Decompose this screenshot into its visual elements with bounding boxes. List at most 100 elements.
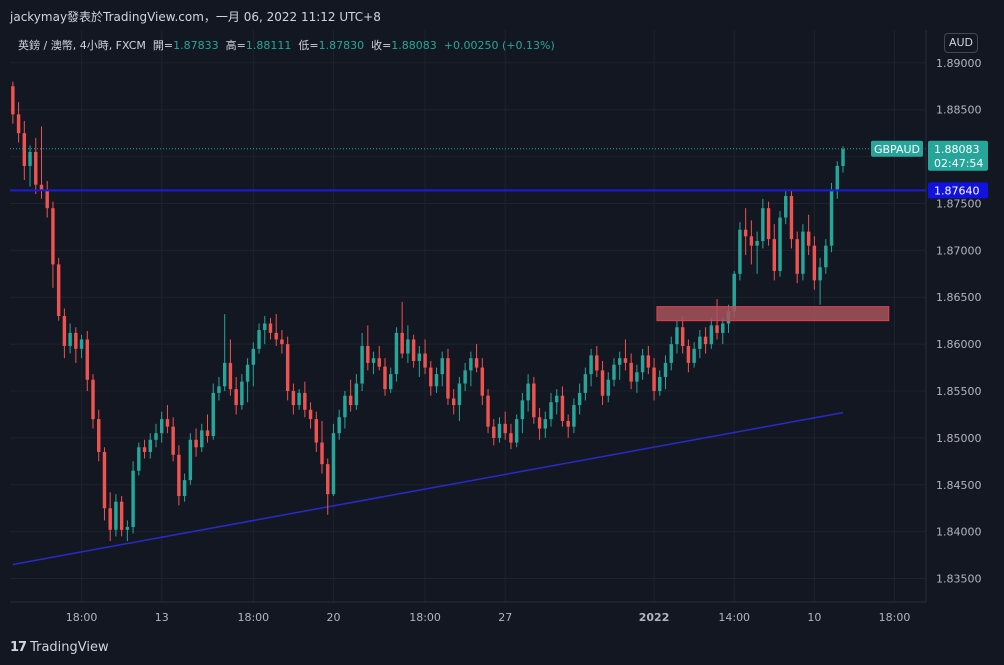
candle-body [165, 419, 170, 427]
candles [11, 81, 845, 542]
tradingview-brand[interactable]: 17 TradingView [10, 640, 109, 655]
high-label: 高= [225, 39, 246, 52]
candle-body [360, 346, 364, 384]
candle-body [835, 165, 839, 190]
candle-body [79, 339, 84, 349]
time-axis[interactable]: 18:00 13 18:00 20 18:00 27 2022 14:00 10 18:00 [10, 601, 926, 624]
tradingview-logo-icon: 17 [10, 640, 27, 655]
candle-body [440, 358, 444, 375]
support-zone [656, 306, 890, 322]
low-value: 1.87830 [318, 39, 365, 52]
candle-body [572, 405, 576, 427]
candle-body [11, 86, 15, 115]
open-value: 1.87833 [173, 39, 219, 52]
candle-body [320, 442, 324, 465]
candle-body [675, 327, 679, 345]
candle-body [635, 372, 639, 382]
candle-body [102, 451, 107, 509]
candle-body [274, 332, 278, 340]
x-tick-label: 18:00 [237, 611, 269, 624]
candle-body [732, 273, 736, 312]
candle-body [652, 367, 656, 392]
candle-body [474, 358, 479, 368]
candle-body [68, 332, 72, 347]
candlestick-chart[interactable]: GBPAUD 1.890001.885001.880001.875001.870… [0, 0, 1004, 636]
candle-body [480, 367, 485, 396]
currency-button[interactable]: AUD [944, 33, 978, 53]
current-price-badge [928, 140, 988, 171]
resistance-price-label: 1.87640 [934, 184, 980, 197]
candle-body [56, 264, 61, 316]
candle-body [755, 240, 759, 246]
x-tick-label: 2022 [639, 611, 670, 624]
candle-body [463, 370, 467, 384]
symbol-tag [871, 140, 923, 157]
candle-body [715, 325, 719, 333]
candle-body [251, 348, 256, 365]
candle-body [257, 330, 261, 349]
candle-body [612, 364, 616, 380]
candle-body [34, 151, 38, 185]
trend-lines [12, 411, 844, 566]
candle-body [291, 391, 296, 406]
candle-body [366, 346, 370, 363]
candle-body [51, 208, 55, 265]
candle-body [617, 358, 622, 365]
candle-body [629, 362, 633, 382]
x-tick-label: 27 [498, 611, 512, 624]
candle-body [749, 236, 754, 246]
candle-body [39, 184, 44, 190]
brand-name: TradingView [30, 640, 109, 655]
x-tick-label: 18:00 [879, 611, 911, 624]
candle-body [784, 195, 788, 218]
candle-body [497, 423, 502, 438]
candle-body [640, 355, 645, 373]
candle-body [457, 383, 462, 406]
x-tick-label: 18:00 [66, 611, 98, 624]
x-tick-label: 14:00 [718, 611, 750, 624]
candle-body [205, 430, 210, 437]
candle-body [406, 339, 410, 354]
candle-body [795, 239, 799, 274]
candle-body [829, 189, 834, 246]
x-tick-label: 13 [155, 611, 169, 624]
candle-body [125, 526, 130, 530]
y-tick-label: 1.86000 [936, 338, 982, 351]
candle-body [177, 454, 181, 497]
candle-body [188, 439, 193, 481]
candle-body [285, 344, 290, 392]
y-tick-label: 1.83500 [936, 573, 982, 586]
candle-body [263, 323, 267, 331]
candle-body [148, 439, 152, 452]
resistance-price-badge [928, 182, 988, 199]
price-axis[interactable]: 1.890001.885001.880001.875001.870001.865… [925, 30, 1004, 636]
candle-body [194, 439, 198, 448]
symbol-info: 英鎊 / 澳幣, 4小時, FXCM 開=1.87833 高=1.88111 低… [18, 37, 555, 53]
candle-body [560, 395, 565, 422]
candle-body [337, 417, 341, 434]
ascending-trend-line [12, 411, 844, 566]
candle-body [85, 339, 90, 380]
candle-body [154, 433, 158, 440]
close-value: 1.88083 [391, 39, 437, 52]
candle-body [526, 383, 530, 401]
candle-body [549, 402, 553, 420]
candle-body [429, 367, 433, 387]
candle-body [45, 189, 49, 209]
candle-body [383, 366, 387, 390]
candle-body [297, 392, 301, 406]
candle-body [303, 392, 307, 410]
candle-body [280, 339, 284, 345]
candle-body [354, 383, 359, 406]
candle-body [228, 362, 233, 390]
candle-body [469, 358, 473, 371]
grid [10, 30, 926, 602]
candle-body [114, 501, 118, 530]
candle-body [411, 339, 416, 362]
candle-body [514, 419, 519, 443]
candle-body [646, 355, 651, 368]
high-value: 1.88111 [245, 39, 292, 52]
candle-body [217, 386, 221, 393]
price-axis-bg [926, 30, 1004, 636]
y-tick-label: 1.87500 [936, 197, 982, 210]
